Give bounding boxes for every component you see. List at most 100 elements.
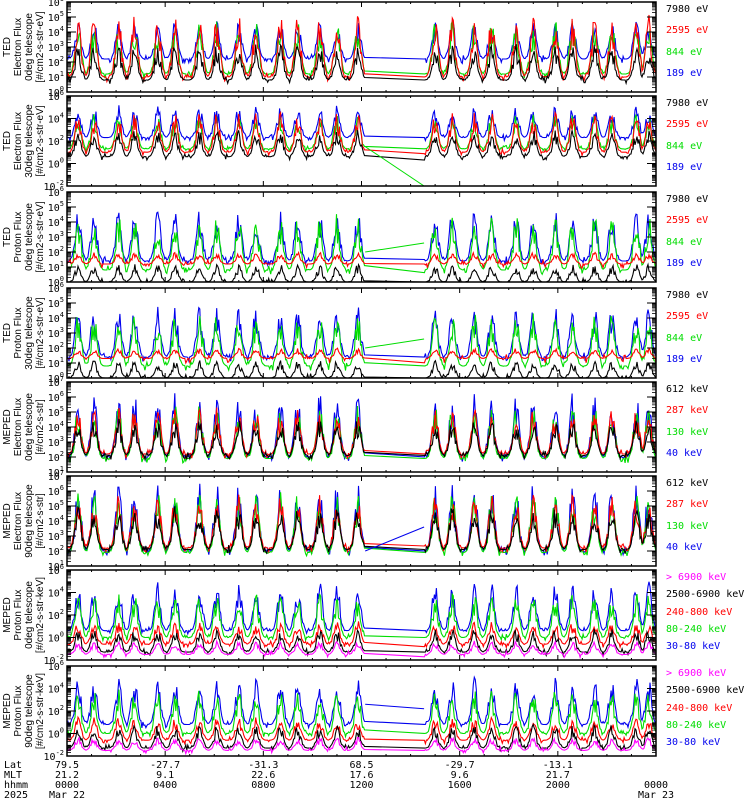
panel-1-ylabel: TED Electron Flux 0deg telescope [#/cm2-s-s… — [2, 2, 46, 92]
ylabel-line: MEPED — [2, 597, 13, 633]
series-line-240-800-kev — [67, 715, 656, 746]
y-tick-label: 104 — [48, 586, 64, 600]
legend-entry: 844 eV — [666, 332, 703, 344]
legend-entry: 2595 eV — [666, 311, 709, 323]
series-line--6900-kev — [67, 736, 656, 756]
legend-entry: 189 eV — [666, 68, 703, 80]
ylabel-line: TED — [2, 227, 13, 247]
y-tick-label: 104 — [48, 112, 64, 126]
legend-entry: 30-80 keV — [666, 737, 721, 749]
legend-entry: 2595 eV — [666, 25, 709, 37]
y-tick-label: 106 — [48, 563, 64, 577]
x-tick-label: Mar 23 — [637, 790, 675, 801]
y-tick-label: 102 — [48, 450, 64, 464]
ylabel-line: 0deg telescope — [24, 393, 35, 461]
series-line-7980-ev — [67, 359, 656, 378]
y-tick-label: 104 — [48, 215, 64, 229]
y-tick-label: 103 — [48, 435, 64, 449]
x-tick-label: 0400 — [153, 780, 178, 791]
ylabel-line: [#/cm2-s-str-keV] — [35, 672, 46, 750]
y-tick-label: 107 — [48, 469, 64, 483]
y-tick-label: 100 — [48, 631, 64, 645]
y-tick-label: 102 — [48, 134, 64, 148]
panel-8-ylabel: MEPED Proton Flux 90deg telescope [#/cm2-s-… — [2, 666, 46, 756]
y-tick-label: 104 — [48, 514, 64, 528]
y-tick-label: 101 — [48, 260, 64, 274]
legend-entry: 2595 eV — [666, 119, 709, 131]
y-tick-label: 106 — [48, 484, 64, 498]
ylabel-line: 0deg telescope — [24, 581, 35, 649]
ylabel-line: [#/cm2-s-str] — [35, 399, 46, 455]
legend-entry: 40 keV — [666, 542, 703, 554]
x-tick-label: 0800 — [251, 780, 276, 791]
y-tick-label: 104 — [48, 420, 64, 434]
ylabel-line: TED — [2, 131, 13, 151]
legend-entry: > 6900 keV — [666, 572, 727, 583]
x-tick-label: 68.5 — [349, 760, 374, 771]
x-tick-label: Mar 22 — [48, 790, 86, 801]
series-line-189-ev — [67, 211, 656, 268]
ylabel-line: [#/cm2-s-str-eV] — [35, 297, 46, 369]
ylabel-line: Electron Flux — [13, 17, 24, 77]
gap-interpolation-line — [365, 242, 425, 253]
x-tick-label: 9.6 — [450, 770, 469, 781]
panel-7-data — [67, 581, 656, 660]
ylabel-line: 90deg telescope — [24, 674, 35, 748]
y-tick-label: 102 — [48, 704, 64, 718]
series-line-240-800-kev — [67, 621, 656, 650]
y-tick-label: 102 — [48, 245, 64, 259]
footer-row-label: MLT — [4, 770, 23, 781]
legend-entry: 80-240 keV — [666, 719, 727, 731]
series-line-7980-ev — [67, 43, 656, 86]
series-line-189-ev — [67, 306, 656, 364]
legend-entry: 80-240 keV — [666, 623, 727, 635]
legend-entry: 40 keV — [666, 448, 703, 460]
y-tick-label: 107 — [48, 375, 64, 389]
panel-2-data — [67, 105, 656, 186]
x-tick-label: 21.7 — [545, 770, 570, 781]
legend-entry: 189 eV — [666, 162, 703, 174]
ylabel-line: [#/cm2-s-str-eV] — [35, 11, 46, 83]
ylabel-line: Electron Flux — [13, 491, 24, 551]
ylabel-line: Proton Flux — [13, 685, 24, 737]
y-tick-label: 106 — [48, 659, 64, 673]
ylabel-line: 0deg telescope — [24, 203, 35, 271]
legend-entry: 189 eV — [666, 258, 703, 270]
panel-4-ylabel: TED Proton Flux 30deg telescope [#/cm2-s-st… — [2, 288, 46, 378]
y-tick-label: 105 — [48, 10, 64, 24]
ylabel-line: [#/cm2-s-str-eV] — [35, 201, 46, 273]
y-tick-label: 106 — [48, 390, 64, 404]
legend-entry: 7980 eV — [666, 4, 709, 15]
series-line-2595-ev — [67, 250, 656, 270]
y-tick-label: 101 — [48, 70, 64, 84]
legend-entry: 7980 eV — [666, 290, 709, 301]
ylabel-line: Electron Flux — [13, 397, 24, 457]
legend-entry: 612 keV — [666, 478, 709, 489]
ylabel-line: TED — [2, 37, 13, 57]
y-tick-label: 103 — [48, 529, 64, 543]
series-line-189-ev — [67, 105, 656, 143]
gap-interpolation-line — [364, 526, 425, 552]
footer-row-label: Lat — [4, 760, 23, 771]
y-tick-label: 103 — [48, 326, 64, 340]
legend-entry: 130 keV — [666, 426, 709, 438]
footer-row-label: hhmm — [4, 780, 29, 791]
legend-entry: 189 eV — [666, 354, 703, 366]
series-line-2500-6900-kev — [67, 628, 656, 658]
y-tick-label: 103 — [48, 230, 64, 244]
ylabel-line: Proton Flux — [13, 307, 24, 359]
series-line-80-240-kev — [67, 592, 656, 643]
legend-entry: 30-80 keV — [666, 641, 721, 653]
panel-1-data — [67, 14, 656, 86]
ylabel-line: 30deg telescope — [24, 296, 35, 370]
x-tick-label: -31.3 — [248, 760, 279, 771]
legend-entry: > 6900 keV — [666, 668, 727, 679]
y-tick-label: 105 — [48, 296, 64, 310]
panel-3-data — [67, 211, 656, 282]
panel-6-data — [67, 483, 656, 558]
panel-3-ylabel: TED Proton Flux 0deg telescope [#/cm2-s-str… — [2, 192, 46, 282]
ylabel-line: MEPED — [2, 503, 13, 539]
y-tick-label: 104 — [48, 25, 64, 39]
gap-interpolation-line — [365, 338, 425, 349]
y-tick-label: 102 — [48, 544, 64, 558]
